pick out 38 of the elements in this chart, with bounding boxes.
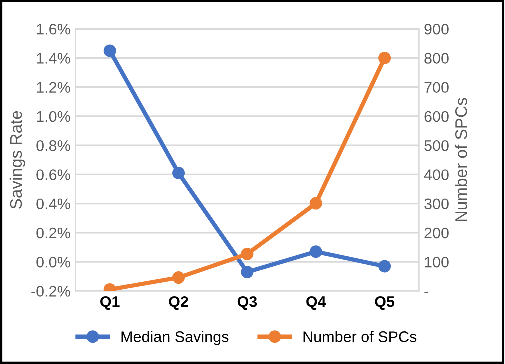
y-tick-label: 0.8% [36, 140, 70, 152]
x-tick-label: Q2 [169, 296, 188, 310]
y2-tick-label: 300 [424, 198, 449, 210]
y-tick-label: 1.2% [37, 82, 70, 93]
point [310, 246, 322, 258]
y2-tick-label: 600 [424, 111, 449, 122]
point [378, 260, 392, 273]
x-tick-label: Q4 [306, 296, 326, 310]
legend-label: Number of SPCs [304, 331, 417, 342]
legend-label: Median Savings [122, 331, 229, 346]
y-tick-label: 1.4% [37, 53, 70, 64]
point [378, 52, 392, 64]
y2-tick-label: 700 [424, 82, 449, 94]
y2-axis-title: Number of SPCs [455, 98, 468, 222]
y2-tick-label: - [424, 292, 428, 294]
y-tick-label: 0.4% [36, 198, 70, 210]
y2-tick-label: 400 [424, 170, 449, 180]
point [310, 197, 322, 210]
point [241, 248, 254, 260]
y-tick-label: 0.2% [36, 228, 70, 239]
point [104, 44, 116, 58]
y2-tick-label: 100 [425, 256, 449, 268]
point [241, 266, 254, 279]
y-tick-label: 1.6% [37, 24, 70, 35]
y-tick-label: 1.0% [37, 111, 70, 122]
y2-tick-label: 500 [424, 140, 449, 152]
point [172, 272, 186, 284]
x-tick-label: Q3 [238, 296, 258, 310]
y-tick-label: 0.0% [36, 256, 70, 268]
y2-tick-label: 200 [424, 228, 449, 239]
y2-tick-label: 800 [424, 53, 449, 64]
y2-tick-label: 900 [424, 24, 449, 35]
y-tick-label: 0.6% [36, 170, 70, 180]
x-tick-label: Q5 [375, 296, 395, 310]
y-axis-title: Savings Rate [10, 111, 26, 209]
point [172, 167, 186, 180]
y-tick-label: -0.2% [32, 286, 70, 297]
x-tick-label: Q1 [100, 296, 120, 310]
